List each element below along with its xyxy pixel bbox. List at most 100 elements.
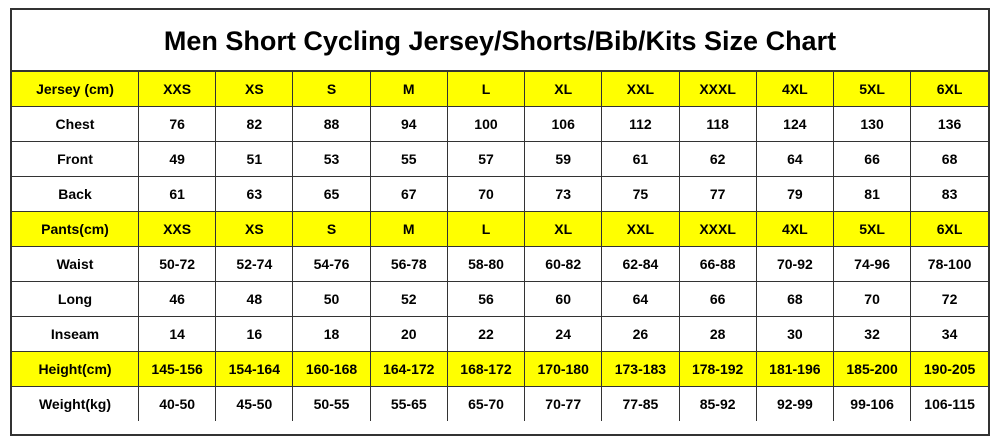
cell: 81 <box>832 176 912 212</box>
table-row: Jersey (cm) XXS XS S M L XL XXL XXXL 4XL 5XL 6XL <box>12 72 988 107</box>
cell: 68 <box>910 141 988 177</box>
table-row: Back 61 63 65 67 70 73 75 77 79 81 83 <box>12 176 988 212</box>
cell: 78-100 <box>910 246 988 282</box>
cell: 5XL <box>832 72 912 107</box>
cell: XXL <box>601 72 680 107</box>
cell: 56 <box>446 281 526 317</box>
cell: 6XL <box>910 72 988 107</box>
row-label: Inseam <box>12 316 139 352</box>
cell: M <box>369 211 448 247</box>
cell: XXXL <box>678 72 757 107</box>
cell: 46 <box>137 281 217 317</box>
cell: XXS <box>137 72 217 107</box>
cell: 181-196 <box>755 351 834 387</box>
cell: 85-92 <box>678 386 757 421</box>
row-label: Front <box>12 141 139 177</box>
cell: XS <box>215 211 294 247</box>
cell: XXXL <box>678 211 757 247</box>
row-label: Jersey (cm) <box>12 72 139 107</box>
cell: 22 <box>446 316 526 352</box>
cell: 173-183 <box>601 351 680 387</box>
cell: 124 <box>755 106 834 142</box>
cell: 164-172 <box>369 351 448 387</box>
cell: 178-192 <box>678 351 757 387</box>
cell: 130 <box>832 106 912 142</box>
cell: 65 <box>292 176 371 212</box>
cell: 70 <box>446 176 526 212</box>
cell: 145-156 <box>137 351 217 387</box>
cell: 32 <box>832 316 912 352</box>
cell: 55 <box>369 141 448 177</box>
cell: 40-50 <box>137 386 217 421</box>
cell: 70-77 <box>524 386 603 421</box>
cell: 57 <box>446 141 526 177</box>
cell: 136 <box>910 106 988 142</box>
cell: 112 <box>601 106 680 142</box>
cell: 94 <box>369 106 448 142</box>
cell: 61 <box>137 176 217 212</box>
cell: 106-115 <box>910 386 988 421</box>
cell: 34 <box>910 316 988 352</box>
cell: L <box>446 211 526 247</box>
cell: 170-180 <box>524 351 603 387</box>
cell: 64 <box>755 141 834 177</box>
table-row: Front 49 51 53 55 57 59 61 62 64 66 68 <box>12 141 988 177</box>
cell: 30 <box>755 316 834 352</box>
cell: 70-92 <box>755 246 834 282</box>
cell: 16 <box>215 316 294 352</box>
table-row: Chest 76 82 88 94 100 106 112 118 124 130 136 <box>12 106 988 142</box>
cell: 67 <box>369 176 448 212</box>
table-row: Waist 50-72 52-74 54-76 56-78 58-80 60-82 62-84… <box>12 246 988 282</box>
cell: 52-74 <box>215 246 294 282</box>
cell: 28 <box>678 316 757 352</box>
cell: XXS <box>137 211 217 247</box>
cell: 66 <box>832 141 912 177</box>
cell: 63 <box>215 176 294 212</box>
cell: 60-82 <box>524 246 603 282</box>
cell: 62 <box>678 141 757 177</box>
cell: 51 <box>215 141 294 177</box>
cell: 118 <box>678 106 757 142</box>
cell: 50-55 <box>292 386 371 421</box>
cell: 72 <box>910 281 988 317</box>
cell: 106 <box>524 106 603 142</box>
cell: 82 <box>215 106 294 142</box>
cell: 168-172 <box>446 351 526 387</box>
cell: XXL <box>601 211 680 247</box>
row-label: Waist <box>12 246 139 282</box>
cell: S <box>292 72 371 107</box>
cell: 99-106 <box>832 386 912 421</box>
cell: 4XL <box>755 72 834 107</box>
cell: M <box>369 72 448 107</box>
cell: 59 <box>524 141 603 177</box>
cell: 64 <box>601 281 680 317</box>
table-row: Height(cm) 145-156 154-164 160-168 164-172 16… <box>12 351 988 387</box>
cell: 66 <box>678 281 757 317</box>
cell: 154-164 <box>215 351 294 387</box>
cell: 70 <box>832 281 912 317</box>
cell: 66-88 <box>678 246 757 282</box>
cell: 50-72 <box>137 246 217 282</box>
table-row: Weight(kg) 40-50 45-50 50-55 55-65 65-70 70-77… <box>12 386 988 421</box>
cell: 6XL <box>910 211 988 247</box>
cell: L <box>446 72 526 107</box>
cell: 52 <box>369 281 448 317</box>
cell: 4XL <box>755 211 834 247</box>
cell: 77-85 <box>601 386 680 421</box>
cell: 76 <box>137 106 217 142</box>
row-label: Chest <box>12 106 139 142</box>
row-label: Long <box>12 281 139 317</box>
cell: XS <box>215 72 294 107</box>
cell: 50 <box>292 281 371 317</box>
size-table: Jersey (cm) XXS XS S M L XL XXL XXXL 4XL 5XL 6XL Che… <box>12 72 988 421</box>
cell: 49 <box>137 141 217 177</box>
cell: 73 <box>524 176 603 212</box>
row-label: Pants(cm) <box>12 211 139 247</box>
cell: 77 <box>678 176 757 212</box>
cell: 185-200 <box>832 351 912 387</box>
table-body: Jersey (cm) XXS XS S M L XL XXL XXXL 4XL 5XL 6XL Che… <box>12 72 988 421</box>
cell: 5XL <box>832 211 912 247</box>
cell: 88 <box>292 106 371 142</box>
cell: 24 <box>524 316 603 352</box>
